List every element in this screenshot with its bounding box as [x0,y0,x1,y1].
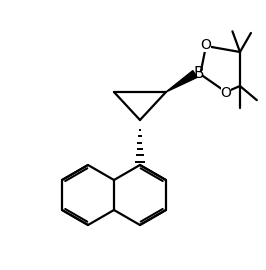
Text: B: B [194,66,204,80]
Text: O: O [201,38,211,52]
Polygon shape [166,70,197,92]
Text: O: O [221,86,231,100]
